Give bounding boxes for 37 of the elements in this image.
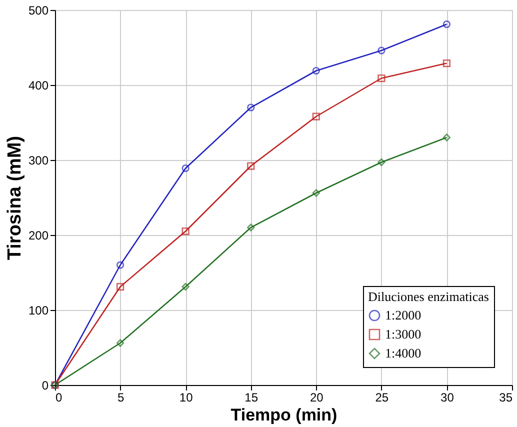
point	[312, 189, 320, 197]
x-axis-title: Tiempo (min)	[230, 406, 338, 424]
point	[312, 112, 320, 120]
point	[182, 164, 190, 172]
y-tick-label: 100	[28, 304, 49, 318]
x-tick-label: 35	[499, 390, 513, 404]
point	[247, 224, 255, 232]
x-tick-label: 10	[179, 390, 194, 404]
legend-label: 1:2000	[385, 308, 422, 322]
x-tick-label: 20	[310, 390, 324, 404]
y-axis-title: Tirosina (mM)	[4, 136, 26, 260]
legend-label: 1:3000	[385, 326, 422, 342]
y-tick-label: 0	[42, 378, 49, 392]
x-tick-label: 25	[375, 390, 389, 404]
x-tick-label: 15	[244, 390, 258, 404]
point	[378, 158, 386, 166]
x-tick-label: 30	[440, 390, 454, 404]
y-tick-label: 300	[28, 154, 49, 168]
y-tick-label: 200	[28, 228, 49, 242]
legend-label: 1:4000	[385, 346, 422, 360]
point	[116, 282, 124, 291]
point	[378, 46, 386, 54]
point	[116, 261, 124, 269]
point	[442, 134, 451, 142]
x-tick-label: 5	[117, 390, 124, 404]
point	[116, 339, 124, 347]
point	[182, 227, 190, 236]
y-tick-label: 400	[28, 78, 49, 92]
legend-title: Diluciones enzimaticas	[368, 289, 489, 304]
point	[247, 104, 255, 112]
point	[182, 282, 190, 291]
point	[378, 74, 386, 82]
point	[247, 162, 255, 170]
point	[442, 59, 451, 68]
point	[312, 66, 320, 75]
y-tick-label: 500	[28, 4, 49, 18]
x-tick-label: 0	[56, 390, 62, 404]
